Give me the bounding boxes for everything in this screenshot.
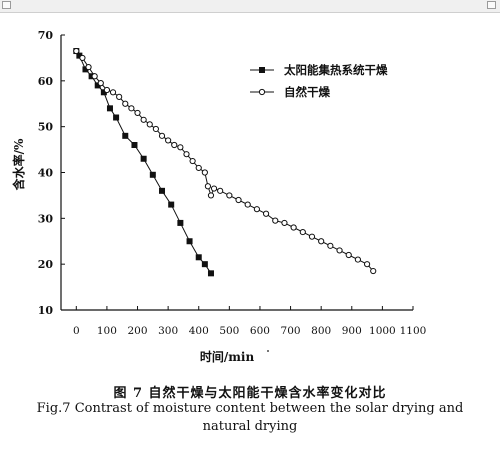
x-tick-label: 1100 bbox=[400, 325, 427, 337]
figure-caption-en-line2: natural drying bbox=[202, 419, 298, 434]
x-tick-label: 800 bbox=[311, 325, 331, 337]
x-tick-label: 500 bbox=[219, 325, 239, 337]
series-1-point bbox=[140, 155, 147, 162]
series-1-point bbox=[76, 52, 83, 59]
series-2-point bbox=[345, 251, 352, 259]
series-1-point bbox=[159, 187, 166, 194]
legend-label-1: 太阳能集热系统干燥 bbox=[283, 63, 388, 77]
series-2-point bbox=[226, 192, 233, 199]
series-2-point bbox=[281, 219, 288, 227]
series-2-point bbox=[336, 247, 343, 254]
series-2-point bbox=[363, 261, 371, 268]
series-2-point bbox=[308, 233, 316, 240]
series-2-point bbox=[207, 192, 215, 199]
series-2-point bbox=[253, 206, 260, 213]
legend-label-2: 自然干燥 bbox=[284, 85, 330, 99]
series-2-point bbox=[158, 132, 166, 139]
series-2-point bbox=[272, 217, 279, 224]
y-tick-label: 10 bbox=[38, 304, 54, 317]
series-1-point bbox=[131, 142, 138, 148]
series-2-point bbox=[103, 86, 111, 94]
y-tick-label: 20 bbox=[38, 258, 54, 271]
y-tick-label: 50 bbox=[38, 121, 54, 134]
x-tick-label: 400 bbox=[189, 325, 209, 337]
y-tick-label: 30 bbox=[38, 212, 54, 225]
series-1-point bbox=[113, 114, 120, 121]
series-2-point bbox=[235, 196, 242, 204]
x-tick-label: 600 bbox=[250, 325, 270, 337]
series-2-point bbox=[85, 63, 92, 71]
series-1-point bbox=[106, 105, 113, 112]
series-1-point bbox=[195, 254, 202, 261]
figure-caption-zh: 图 7 自然干燥与太阳能干燥含水率变化对比 bbox=[113, 386, 387, 401]
series-1-point bbox=[82, 66, 89, 73]
series-2-point bbox=[262, 210, 270, 217]
series-2-point bbox=[183, 151, 190, 158]
series-2-point bbox=[171, 141, 178, 149]
series-2-point bbox=[91, 73, 98, 80]
series-2-point bbox=[116, 93, 123, 100]
window-top-bar bbox=[0, 0, 500, 13]
series-1-point bbox=[177, 219, 184, 226]
series-2-point bbox=[189, 157, 196, 165]
x-tick-label: 300 bbox=[158, 325, 178, 337]
y-tick-label: 60 bbox=[38, 75, 54, 88]
series-1-point bbox=[94, 82, 101, 89]
scroll-up-icon[interactable] bbox=[487, 1, 496, 9]
series-2-point bbox=[128, 105, 135, 112]
x-tick-label: 700 bbox=[281, 325, 301, 337]
series-2-point bbox=[79, 54, 86, 62]
restore-icon[interactable] bbox=[2, 1, 11, 9]
figure-caption-en-line1: Fig.7 Contrast of moisture content betwe… bbox=[36, 401, 464, 416]
x-tick-label: 100 bbox=[97, 325, 117, 337]
series-2-point bbox=[109, 89, 117, 96]
y-axis-title: 含水率/% bbox=[11, 138, 26, 190]
legend-marker-1 bbox=[259, 67, 265, 73]
series-2-point bbox=[318, 238, 325, 245]
series-2-point bbox=[204, 183, 212, 190]
series-2-point bbox=[299, 228, 306, 236]
y-tick-label: 70 bbox=[38, 29, 54, 42]
x-tick-label: 900 bbox=[342, 325, 362, 337]
x-tick-label: 200 bbox=[127, 325, 147, 337]
x-tick-label: 0 bbox=[73, 325, 80, 337]
series-2-point bbox=[201, 169, 208, 176]
x-tick-label: 1000 bbox=[369, 325, 396, 337]
x-axis-title: 时间/min bbox=[200, 349, 255, 364]
series-2-point bbox=[195, 164, 202, 172]
series-2-point bbox=[165, 137, 172, 144]
series-1-point bbox=[207, 270, 214, 277]
series-2-point bbox=[73, 47, 80, 55]
series-1-point bbox=[149, 171, 156, 178]
y-tick-label: 40 bbox=[38, 167, 54, 180]
legend-marker-2 bbox=[258, 88, 266, 96]
series-2-point bbox=[152, 125, 159, 133]
series-1-point bbox=[186, 238, 193, 245]
series-2-point bbox=[354, 256, 362, 263]
series-2-point bbox=[177, 144, 184, 151]
series-2-point bbox=[97, 80, 104, 87]
series-2-point bbox=[370, 267, 377, 275]
series-1-point bbox=[168, 201, 175, 208]
series-1-point bbox=[201, 261, 208, 268]
series-2-point bbox=[210, 185, 218, 192]
series-1-point bbox=[100, 89, 107, 96]
series-2-point bbox=[244, 201, 251, 208]
series-2-point bbox=[290, 224, 297, 231]
series-1-point bbox=[122, 132, 129, 139]
series-2-point bbox=[140, 116, 147, 123]
series-2-point bbox=[134, 109, 141, 117]
series-2-point bbox=[146, 121, 153, 128]
series-2-point bbox=[327, 242, 334, 249]
series-2-point bbox=[217, 187, 224, 194]
stray-dot bbox=[267, 350, 269, 352]
series-2-point bbox=[122, 100, 129, 107]
